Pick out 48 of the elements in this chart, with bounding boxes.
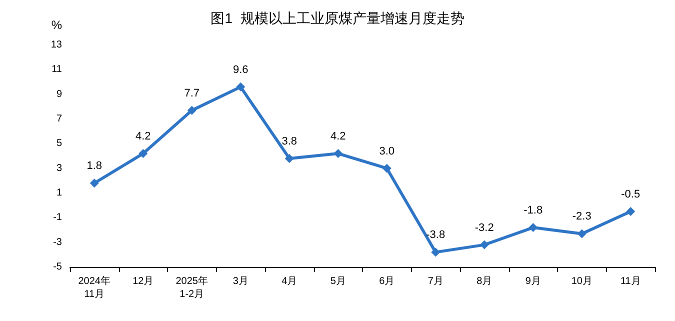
point [577,229,586,238]
y-axis-title: % [51,18,62,32]
y-tick-label: 7 [56,114,62,124]
x-tick-label: 2024年 11月 [78,275,110,300]
y-tick-label: 1 [56,188,62,198]
point [626,207,636,216]
data-label: 4.2 [135,130,151,143]
y-tick-label: -5 [53,262,62,272]
point [382,164,392,173]
data-label: 1.8 [86,160,102,172]
data-label: 4.2 [330,130,346,143]
data-label: 3.0 [379,145,395,158]
x-tick-label: 9月 [525,276,541,287]
x-tick-label: 12月 [132,276,154,287]
x-tick-label: 6月 [379,276,395,287]
y-tick-label: 3 [56,162,62,174]
y-tick-label: 11 [52,64,62,76]
data-label: -3.8 [426,229,446,242]
x-tick-label: 5月 [330,276,346,287]
y-tick-label: 9 [56,88,62,100]
point [480,240,489,250]
y-tick-label: 13 [50,40,62,50]
x-tick-label: 2025年 1-2月 [176,275,208,300]
x-tick-label: 7月 [428,276,444,287]
data-label: -2.3 [572,210,592,223]
x-tick-label: 8月 [476,276,492,287]
point [90,178,99,188]
data-label: -1.8 [524,204,543,217]
y-tick-label: -3 [53,236,62,248]
point [236,82,246,92]
x-tick-label: 4月 [282,276,298,287]
data-label: -0.5 [621,188,640,200]
point [431,248,440,257]
data-label: 9.6 [232,64,248,76]
point [528,223,538,232]
data-label: 3.8 [282,135,298,148]
data-label: -3.2 [474,222,494,234]
point [187,106,196,115]
x-tick-label: 10月 [571,276,592,287]
point [138,149,148,158]
chart-title: 图1 规模以上工业原煤产量增速月度走势 [210,10,464,26]
data-label: 7.7 [184,87,200,100]
x-tick-label: 11月 [620,276,641,287]
y-tick-label: 5 [56,138,62,150]
point [284,154,294,163]
point [334,149,343,158]
x-tick-label: 3月 [232,276,248,287]
y-tick-label: -1 [53,212,62,224]
